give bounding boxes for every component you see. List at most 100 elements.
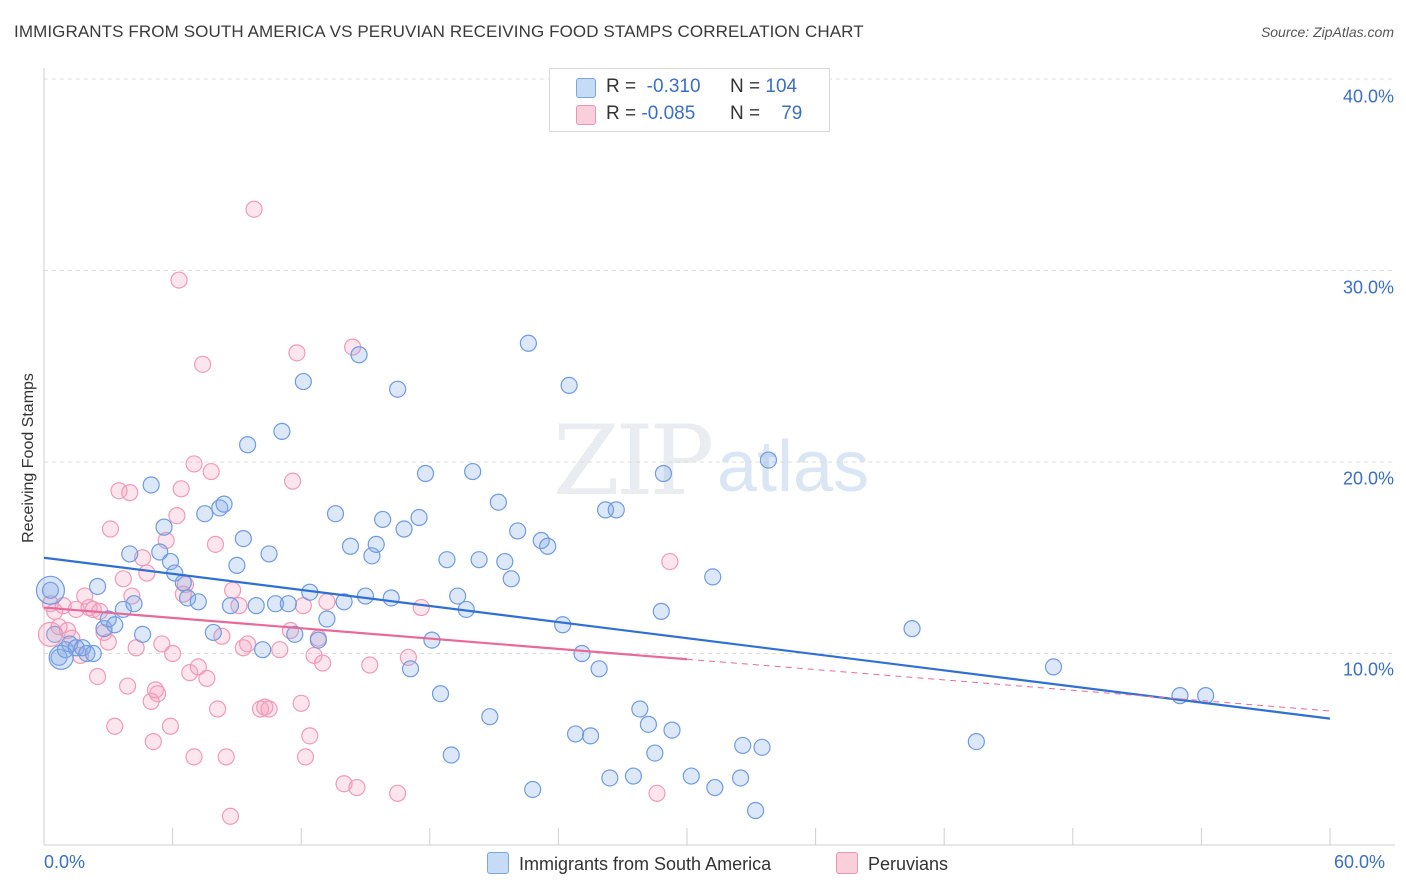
south-america-point xyxy=(266,595,285,613)
south-america-point xyxy=(174,574,192,592)
south-america-point xyxy=(151,543,169,561)
south-america-point xyxy=(395,520,413,538)
south-america-point xyxy=(639,715,658,733)
chart-title: IMMIGRANTS FROM SOUTH AMERICA VS PERUVIA… xyxy=(14,22,864,41)
peruvians-point xyxy=(144,732,162,751)
south-america-point xyxy=(554,616,572,634)
peruvians-point xyxy=(138,564,156,582)
south-america-point xyxy=(731,769,750,787)
source-label: Source: ZipAtlas.com xyxy=(1260,24,1394,40)
south-america-point xyxy=(509,522,527,540)
south-america-point xyxy=(125,595,143,613)
peruvians-point xyxy=(296,748,315,766)
south-america-point xyxy=(155,518,173,536)
legend-r-series2: R = -0.085 xyxy=(606,103,696,124)
peruvians-point xyxy=(106,717,124,735)
south-america-point xyxy=(142,476,160,494)
legend-swatch-blue xyxy=(576,78,596,98)
south-america-point xyxy=(663,721,681,739)
south-america-point xyxy=(179,589,197,607)
south-america-point xyxy=(189,593,207,611)
south-america-point xyxy=(903,620,921,638)
south-america-point xyxy=(106,616,124,634)
south-america-point xyxy=(335,593,353,611)
peruvians-point xyxy=(213,627,231,645)
peruvians-point xyxy=(224,581,242,599)
south-america-point xyxy=(759,451,778,469)
peruvians-point-large xyxy=(37,621,64,647)
peruvians-point xyxy=(335,775,353,793)
south-america-point xyxy=(326,505,345,523)
peruvians-point xyxy=(121,484,139,502)
south-america-point xyxy=(196,505,214,523)
south-america-point xyxy=(239,436,257,454)
south-america-point xyxy=(431,685,450,703)
x-tick-label: 60.0% xyxy=(1334,852,1386,872)
south-america-point xyxy=(247,597,265,615)
south-america-point xyxy=(254,641,272,659)
peruvians-point xyxy=(202,462,220,481)
peruvians-point xyxy=(239,635,257,653)
south-america-point xyxy=(234,529,252,548)
peruvians-point xyxy=(164,644,182,663)
south-america-point xyxy=(532,531,550,550)
bottom-legend-swatch-pink xyxy=(836,852,858,874)
south-america-point xyxy=(389,380,407,398)
peruvians-point xyxy=(181,664,199,682)
y-tick-label: 10.0% xyxy=(1342,659,1394,680)
peruvians-point xyxy=(114,570,132,588)
peruvians-point xyxy=(101,520,120,538)
south-america-point xyxy=(652,602,670,620)
peruvians-point xyxy=(146,681,165,699)
south-america-point xyxy=(438,551,456,569)
south-america-point xyxy=(401,660,420,678)
peruvians-point xyxy=(648,784,666,802)
south-america-point xyxy=(410,508,428,527)
south-america-point-large xyxy=(35,575,66,605)
south-america-point xyxy=(470,551,488,569)
south-america-point xyxy=(489,493,507,511)
south-america-point xyxy=(133,625,152,643)
south-america-point xyxy=(539,537,557,555)
peruvians-point xyxy=(172,480,190,498)
south-america-point xyxy=(560,376,578,394)
south-america-point xyxy=(704,568,722,586)
y-tick-label: 30.0% xyxy=(1342,277,1394,298)
south-america-point xyxy=(382,589,400,607)
south-america-point xyxy=(607,501,625,519)
south-america-point xyxy=(654,464,673,483)
peruvians-point xyxy=(301,727,319,745)
peruvians-point xyxy=(361,656,379,674)
south-america-point xyxy=(753,738,771,756)
south-america-point xyxy=(121,545,139,563)
peruvians-point xyxy=(198,669,216,687)
south-america-point xyxy=(573,644,591,663)
peruvians-point xyxy=(318,593,336,611)
south-america-point xyxy=(221,597,240,615)
south-america-point xyxy=(734,736,752,755)
south-america-point xyxy=(682,767,700,785)
peruvians-point xyxy=(348,778,366,797)
south-america-point xyxy=(442,746,460,764)
peruvians-point xyxy=(206,535,225,553)
south-america-point xyxy=(367,535,385,553)
bottom-legend-swatch-blue xyxy=(487,852,509,874)
south-america-point xyxy=(341,537,360,555)
south-america-point xyxy=(279,595,297,613)
peruvians-point xyxy=(389,784,407,802)
south-america-trend-line xyxy=(43,556,1331,720)
peruvians-point xyxy=(168,507,186,525)
south-america-point xyxy=(204,623,222,642)
south-america-point xyxy=(78,644,96,663)
x-tick-label: 0.0% xyxy=(44,852,86,872)
peruvians-trend-line-dashed xyxy=(686,658,1331,712)
south-america-point xyxy=(374,510,392,529)
bottom-legend-series2: Peruvians xyxy=(836,852,948,875)
peruvians-point xyxy=(88,667,107,686)
south-america-point xyxy=(502,570,520,588)
peruvians-point xyxy=(99,633,117,651)
peruvians-point xyxy=(284,472,302,490)
watermark-zip: ZIP xyxy=(553,405,714,517)
south-america-point xyxy=(84,644,102,663)
